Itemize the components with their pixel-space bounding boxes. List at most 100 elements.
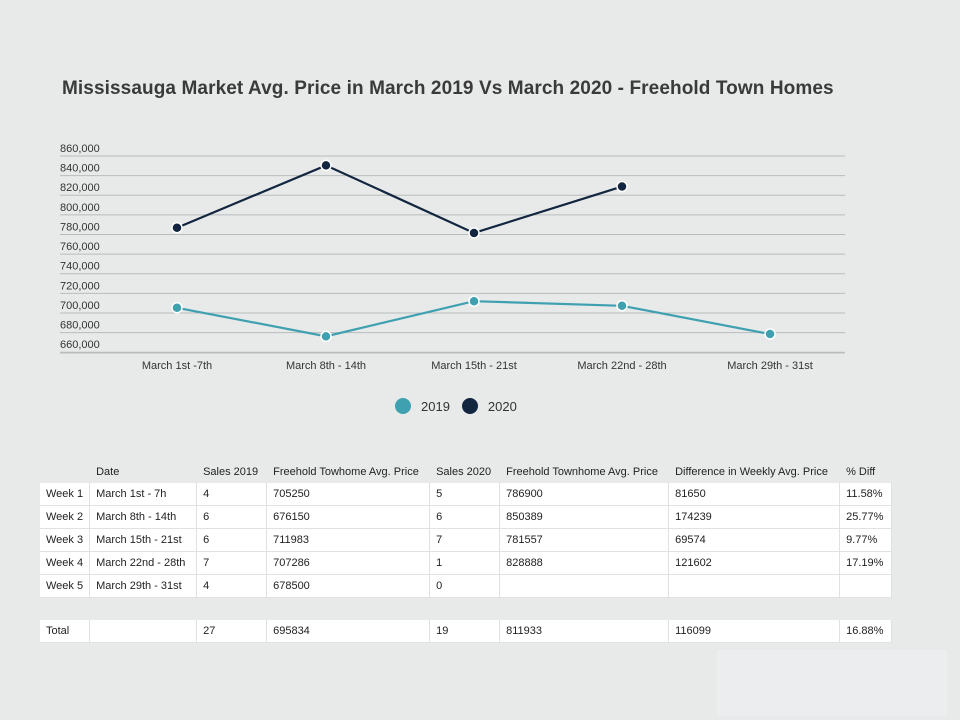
- table-cell: 678500: [267, 575, 431, 598]
- x-tick-label: March 8th - 14th: [286, 360, 366, 372]
- table-cell: March 22nd - 28th: [90, 552, 198, 575]
- data-point-2019[interactable]: [320, 330, 332, 343]
- data-point-2020[interactable]: [616, 180, 628, 193]
- chart-title: Mississauga Market Avg. Price in March 2…: [62, 78, 834, 99]
- data-point-2019[interactable]: [616, 300, 628, 312]
- x-tick-label: March 29th - 31st: [727, 360, 813, 372]
- table-cell: [669, 575, 841, 598]
- table-cell: 1: [430, 552, 501, 575]
- table-cell: 7: [430, 529, 501, 552]
- table-cell: Week 5: [40, 575, 91, 598]
- x-tick-label: March 15th - 21st: [431, 360, 517, 372]
- y-tick-label: 680,000: [60, 320, 100, 332]
- table-header-row: Date Sales 2019 Freehold Towhome Avg. Pr…: [40, 461, 892, 483]
- legend: 2019 2020: [395, 398, 529, 414]
- table-cell: March 29th - 31st: [90, 575, 198, 598]
- table-cell: 6: [430, 506, 501, 529]
- grid-lines: [60, 155, 845, 354]
- table-total-row: Total 27 695834 19 811933 116099 16.88%: [40, 620, 893, 643]
- table-cell: 786900: [500, 483, 670, 506]
- y-tick-label: 780,000: [60, 221, 100, 233]
- table-row: Week 2 March 8th - 14th 6 676150 6 85038…: [40, 506, 893, 529]
- table-cell: March 1st - 7h: [90, 483, 198, 506]
- table-cell: [90, 620, 198, 643]
- table-cell: 11.58%: [840, 483, 893, 506]
- table-cell: 9.77%: [840, 529, 893, 552]
- y-tick-label: 860,000: [60, 143, 100, 155]
- table-cell: Week 4: [40, 552, 91, 575]
- table-cell: 705250: [267, 483, 431, 506]
- header-cell: [40, 461, 90, 483]
- table-spacer-row: [40, 598, 892, 620]
- header-cell: Freehold Townhome Avg. Price: [506, 466, 658, 478]
- legend-item-2019[interactable]: 2019: [395, 398, 450, 414]
- x-axis-ticks: March 1st -7th March 8th - 14th March 15th…: [142, 360, 813, 372]
- x-tick-label: March 1st -7th: [142, 360, 212, 372]
- table-cell: 850389: [500, 506, 670, 529]
- table-cell: 19: [430, 620, 501, 643]
- y-tick-label: 820,000: [60, 182, 100, 194]
- table-cell: 121602: [669, 552, 841, 575]
- legend-swatch: [461, 398, 478, 414]
- data-point-2019[interactable]: [764, 328, 776, 340]
- watermark-area: [717, 650, 947, 716]
- table-cell: 69574: [669, 529, 841, 552]
- table-row: Week 3 March 15th - 21st 6 711983 7 7815…: [40, 529, 893, 552]
- table-cell: 25.77%: [840, 506, 893, 529]
- table-cell: 707286: [267, 552, 431, 575]
- data-point-2020[interactable]: [171, 221, 183, 234]
- spacer-cell: [40, 598, 892, 620]
- table-cell: 116099: [669, 620, 841, 643]
- header-cell: Difference in Weekly Avg. Price: [675, 466, 828, 478]
- table-cell: 695834: [267, 620, 431, 643]
- header-cell: Freehold Towhome Avg. Price: [273, 466, 419, 478]
- y-tick-label: 660,000: [60, 339, 100, 351]
- y-tick-label: 800,000: [60, 202, 100, 214]
- x-tick-label: March 22nd - 28th: [577, 360, 666, 372]
- header-cell: Sales 2019: [203, 466, 259, 478]
- table-cell: 81650: [669, 483, 841, 506]
- table-row: Week 5 March 29th - 31st 4 678500 0: [40, 575, 893, 598]
- table-cell: 811933: [500, 620, 670, 643]
- table-cell: 174239: [669, 506, 841, 529]
- legend-item-2020[interactable]: 2020: [461, 398, 517, 414]
- header-cell: Date: [96, 466, 120, 478]
- table-cell: Week 1: [40, 483, 91, 506]
- data-point-2019[interactable]: [171, 302, 183, 314]
- table-row: Week 1 March 1st - 7h 4 705250 5 786900 …: [40, 483, 893, 506]
- table-cell: 5: [430, 483, 501, 506]
- table-cell: 6: [197, 506, 268, 529]
- table-cell: Week 2: [40, 506, 91, 529]
- table-cell: March 8th - 14th: [90, 506, 198, 529]
- table-cell: March 15th - 21st: [90, 529, 198, 552]
- data-point-2020[interactable]: [320, 159, 332, 172]
- table-cell: 17.19%: [840, 552, 893, 575]
- data-point-2020[interactable]: [468, 227, 480, 239]
- table-cell: 711983: [267, 529, 431, 552]
- table-cell: Week 3: [40, 529, 91, 552]
- table-cell: 4: [197, 575, 268, 598]
- legend-swatch: [395, 398, 411, 414]
- y-tick-label: 840,000: [60, 163, 100, 175]
- y-tick-label: 760,000: [60, 241, 100, 253]
- header-cell: Sales 2020: [436, 466, 492, 478]
- data-point-2019[interactable]: [468, 295, 480, 307]
- table-cell: 6: [197, 529, 268, 552]
- legend-label: 2019: [421, 398, 450, 414]
- table-cell: Total: [40, 620, 91, 643]
- line-chart: 660,000 680,000 700,000 720,000 740,000 760,0…: [60, 143, 845, 372]
- series-lines: [171, 159, 776, 343]
- table-cell: 676150: [267, 506, 431, 529]
- series-line-2020: [176, 164, 623, 235]
- y-axis-ticks: 660,000 680,000 700,000 720,000 740,000 760,0…: [60, 143, 100, 351]
- table-cell: 4: [197, 483, 268, 506]
- table-cell: 16.88%: [840, 620, 893, 643]
- table-cell: 27: [197, 620, 268, 643]
- table-row: Week 4 March 22nd - 28th 7 707286 1 8288…: [40, 552, 893, 575]
- table-cell: 0: [430, 575, 501, 598]
- legend-label: 2020: [487, 398, 517, 414]
- y-tick-label: 720,000: [60, 280, 100, 292]
- data-table: Date Sales 2019 Freehold Towhome Avg. Pr…: [40, 461, 893, 643]
- table-cell: 7: [197, 552, 268, 575]
- y-tick-label: 700,000: [60, 300, 100, 312]
